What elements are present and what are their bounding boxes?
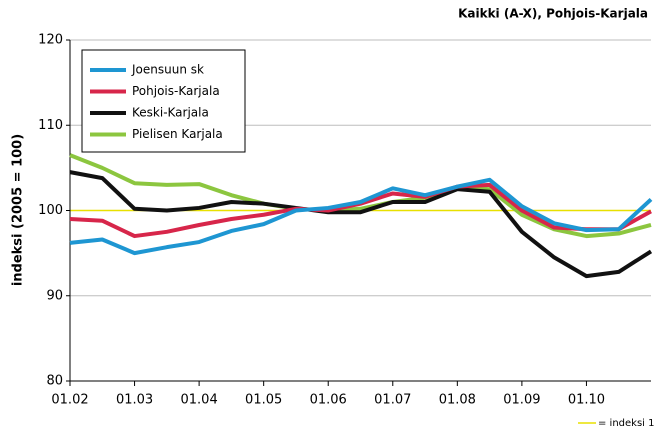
x-tick-label: 01.08 bbox=[439, 393, 476, 408]
reference-legend-label: = indeksi 100 bbox=[598, 418, 654, 429]
legend-label: Joensuun sk bbox=[131, 63, 204, 77]
series-line bbox=[69, 170, 653, 279]
y-tick-label: 100 bbox=[38, 203, 63, 218]
y-axis-label: indeksi (2005 = 100) bbox=[11, 134, 26, 286]
x-tick-label: 01.02 bbox=[51, 393, 88, 408]
legend-label: Keski-Karjala bbox=[132, 106, 209, 120]
chart-title: Kaikki (A-X), Pohjois-Karjala bbox=[458, 7, 648, 21]
x-tick-label: 01.03 bbox=[116, 393, 153, 408]
x-tick-label: 01.04 bbox=[181, 393, 218, 408]
y-tick-label: 110 bbox=[38, 118, 63, 133]
x-tick-label: 01.07 bbox=[374, 393, 411, 408]
x-tick-label: 01.06 bbox=[310, 393, 347, 408]
y-tick-label: 90 bbox=[46, 288, 63, 303]
y-tick-label: 80 bbox=[46, 374, 63, 389]
x-tick-label: 01.05 bbox=[245, 393, 282, 408]
series-line bbox=[69, 177, 653, 256]
legend-label: Pohjois-Karjala bbox=[132, 84, 220, 98]
x-tick-label: 01.09 bbox=[503, 393, 540, 408]
legend-label: Pielisen Karjala bbox=[132, 127, 223, 141]
y-tick-label: 120 bbox=[38, 33, 63, 48]
x-tick-label: 01.10 bbox=[568, 393, 605, 408]
